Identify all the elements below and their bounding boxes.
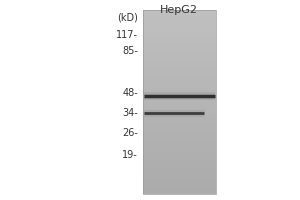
Bar	[142, 160, 216, 163]
Bar	[142, 93, 216, 96]
Bar	[142, 114, 216, 117]
Bar	[142, 108, 216, 111]
Bar	[142, 173, 216, 176]
Bar	[142, 130, 216, 133]
Bar	[142, 22, 216, 25]
Bar	[142, 74, 216, 77]
Bar	[142, 148, 216, 151]
Bar	[142, 35, 216, 38]
Bar	[142, 117, 216, 120]
Bar	[142, 10, 216, 194]
Bar	[142, 154, 216, 157]
Bar	[142, 16, 216, 19]
Text: HepG2: HepG2	[160, 5, 197, 15]
Bar	[142, 68, 216, 71]
Bar	[142, 127, 216, 130]
Bar	[142, 120, 216, 123]
Bar	[142, 145, 216, 148]
Text: 48-: 48-	[122, 88, 138, 98]
Bar	[142, 188, 216, 191]
Bar	[142, 136, 216, 139]
Bar	[142, 13, 216, 16]
Bar	[142, 50, 216, 53]
Bar	[142, 38, 216, 41]
Text: (kD): (kD)	[117, 12, 138, 22]
Bar	[142, 71, 216, 74]
Bar	[142, 28, 216, 31]
Bar	[142, 157, 216, 160]
Bar	[142, 19, 216, 22]
Bar	[142, 163, 216, 166]
Bar	[142, 41, 216, 44]
Bar	[142, 176, 216, 179]
Bar	[142, 96, 216, 99]
Bar	[142, 87, 216, 90]
Bar	[142, 10, 216, 13]
Bar	[142, 84, 216, 87]
Bar	[142, 105, 216, 108]
Bar	[142, 31, 216, 35]
Bar	[142, 81, 216, 84]
Bar	[142, 99, 216, 102]
Bar	[142, 169, 216, 173]
Bar	[142, 123, 216, 127]
Bar	[142, 179, 216, 182]
Bar	[142, 139, 216, 142]
Bar	[142, 90, 216, 93]
Bar	[142, 182, 216, 185]
Text: 117-: 117-	[116, 30, 138, 40]
Bar	[142, 47, 216, 50]
Text: 34-: 34-	[122, 108, 138, 118]
Bar	[142, 25, 216, 28]
Text: 19-: 19-	[122, 150, 138, 160]
Text: 85-: 85-	[122, 46, 138, 56]
Bar	[142, 102, 216, 105]
Bar	[142, 111, 216, 114]
Bar	[142, 133, 216, 136]
Bar	[142, 65, 216, 68]
Bar	[142, 62, 216, 65]
Bar	[142, 191, 216, 194]
Bar	[142, 142, 216, 145]
Bar	[142, 53, 216, 56]
Bar	[142, 56, 216, 59]
Bar	[142, 44, 216, 47]
Bar	[142, 59, 216, 62]
Bar	[142, 166, 216, 169]
Bar	[142, 185, 216, 188]
Bar	[142, 77, 216, 81]
Text: 26-: 26-	[122, 128, 138, 138]
Bar	[142, 151, 216, 154]
